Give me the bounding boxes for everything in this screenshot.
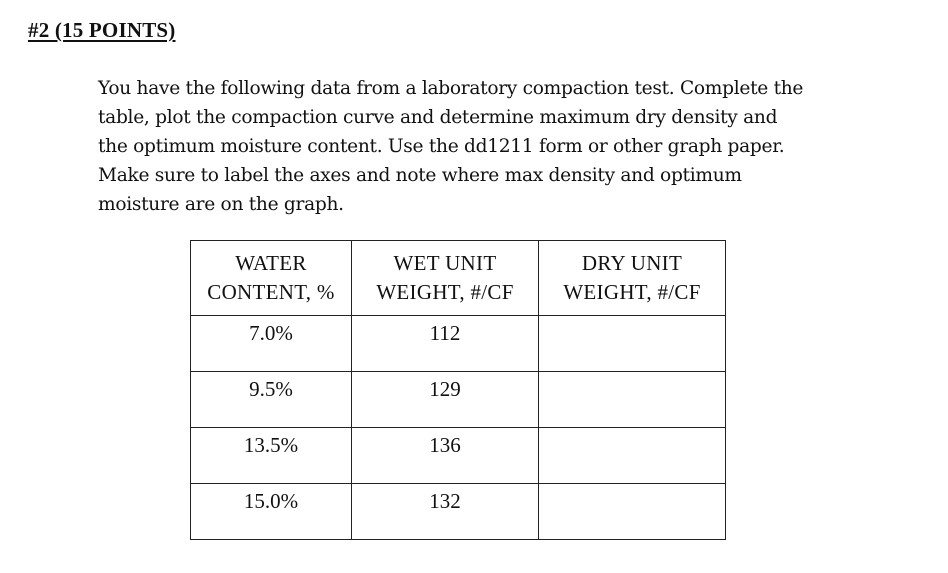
header-dry-unit-weight: DRY UNIT WEIGHT, #/CF (538, 240, 726, 316)
water-content-cell: 15.0% (190, 483, 352, 540)
water-content-cell: 13.5% (190, 427, 352, 484)
compaction-data-table: WATER CONTENT, % WET UNIT WEIGHT, #/CF D… (190, 240, 726, 540)
water-content-cell: 9.5% (190, 371, 352, 428)
dry-unit-weight-cell[interactable] (538, 427, 726, 484)
wet-unit-weight-cell: 132 (351, 483, 539, 540)
instructions-paragraph: You have the following data from a labor… (98, 74, 918, 219)
table-header-row: WATER CONTENT, % WET UNIT WEIGHT, #/CF D… (190, 240, 726, 316)
table-row: 15.0% 132 (190, 483, 726, 540)
dry-unit-weight-cell[interactable] (538, 315, 726, 372)
wet-unit-weight-cell: 112 (351, 315, 539, 372)
dry-unit-weight-cell[interactable] (538, 483, 726, 540)
wet-unit-weight-cell: 136 (351, 427, 539, 484)
header-water-content: WATER CONTENT, % (190, 240, 352, 316)
dry-unit-weight-cell[interactable] (538, 371, 726, 428)
instructions-line: table, plot the compaction curve and det… (98, 107, 778, 128)
instructions-line: You have the following data from a labor… (98, 78, 804, 99)
problem-heading: #2 (15 POINTS) (28, 18, 176, 42)
header-wet-unit-weight: WET UNIT WEIGHT, #/CF (351, 240, 539, 316)
table-row: 9.5% 129 (190, 371, 726, 428)
table-row: 13.5% 136 (190, 427, 726, 484)
instructions-line: the optimum moisture content. Use the dd… (98, 136, 785, 157)
wet-unit-weight-cell: 129 (351, 371, 539, 428)
instructions-line: moisture are on the graph. (98, 194, 344, 215)
instructions-line: Make sure to label the axes and note whe… (98, 165, 742, 186)
table-row: 7.0% 112 (190, 315, 726, 372)
water-content-cell: 7.0% (190, 315, 352, 372)
